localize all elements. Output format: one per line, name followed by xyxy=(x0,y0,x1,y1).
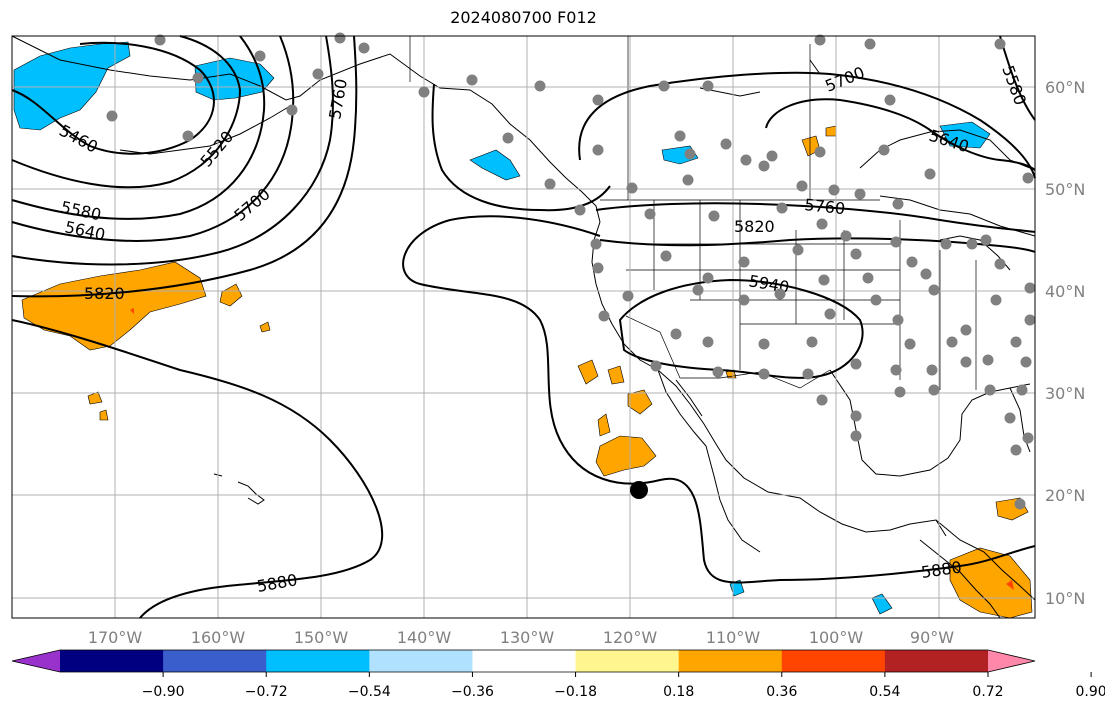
lon-tick-label: 170°W xyxy=(88,628,143,647)
lon-tick-label: 140°W xyxy=(397,628,452,647)
contour-label: 5760 xyxy=(804,195,846,218)
lat-tick-label: 10°N xyxy=(1045,589,1085,608)
colorbar-swatch xyxy=(163,650,267,672)
longitude-labels: 170°W 160°W 150°W 140°W 130°W 120°W 110°… xyxy=(88,628,954,647)
colorbar-swatch xyxy=(884,650,989,672)
lat-tick-label: 20°N xyxy=(1045,486,1085,505)
colorbar-tick-label: −0.90 xyxy=(142,684,185,700)
lon-tick-label: 110°W xyxy=(706,628,761,647)
lat-tick-label: 30°N xyxy=(1045,384,1085,403)
colorbar-swatch xyxy=(369,650,473,672)
station-markers xyxy=(106,32,1036,510)
tropical-cyclone-dot-icon xyxy=(630,481,648,499)
colorbar-swatch xyxy=(575,650,680,672)
lon-tick-label: 150°W xyxy=(294,628,349,647)
colorbar-swatch xyxy=(781,650,886,672)
colorbar-tick-label: −0.54 xyxy=(348,684,391,700)
political-borders xyxy=(409,36,977,390)
map-panel: 5460 5520 5580 5640 5700 5760 5820 5880 … xyxy=(11,32,1036,619)
colorbar-tick-label: 0.54 xyxy=(869,684,900,700)
colorbar-swatch xyxy=(60,650,164,672)
contour-label: 5820 xyxy=(734,217,775,236)
contour-label: 5820 xyxy=(84,284,125,303)
colorbar-extend-max xyxy=(988,650,1035,672)
colorbar-swatch xyxy=(678,650,783,672)
lon-tick-label: 90°W xyxy=(910,628,954,647)
lon-tick-label: 160°W xyxy=(191,628,246,647)
colorbar-swatch xyxy=(472,650,577,672)
colorbar-extend-min xyxy=(12,650,60,672)
colorbar-tick-label: 0.72 xyxy=(972,684,1003,700)
colorbar: −0.90 −0.72 −0.54 −0.36 −0.18 0.18 0.36 0.54 0.7… xyxy=(11,649,1105,700)
lat-tick-label: 50°N xyxy=(1045,180,1085,199)
colorbar-tick-label: −0.72 xyxy=(245,684,288,700)
gridlines xyxy=(12,36,1035,618)
lat-tick-label: 60°N xyxy=(1045,78,1085,97)
colorbar-tick-label: −0.36 xyxy=(451,684,494,700)
lat-tick-label: 40°N xyxy=(1045,282,1085,301)
lon-tick-label: 120°W xyxy=(603,628,658,647)
colorbar-tick-label: 0.18 xyxy=(663,684,694,700)
colorbar-tick-label: −0.18 xyxy=(554,684,597,700)
latitude-labels: 60°N 50°N 40°N 30°N 20°N 10°N xyxy=(1045,78,1085,608)
map-title: 2024080700 F012 xyxy=(450,8,597,27)
lon-tick-label: 100°W xyxy=(809,628,864,647)
lon-tick-label: 130°W xyxy=(500,628,555,647)
colorbar-tick-label: 0.90 xyxy=(1076,684,1105,700)
colorbar-tick-label: 0.36 xyxy=(766,684,797,700)
colorbar-swatch xyxy=(266,650,370,672)
